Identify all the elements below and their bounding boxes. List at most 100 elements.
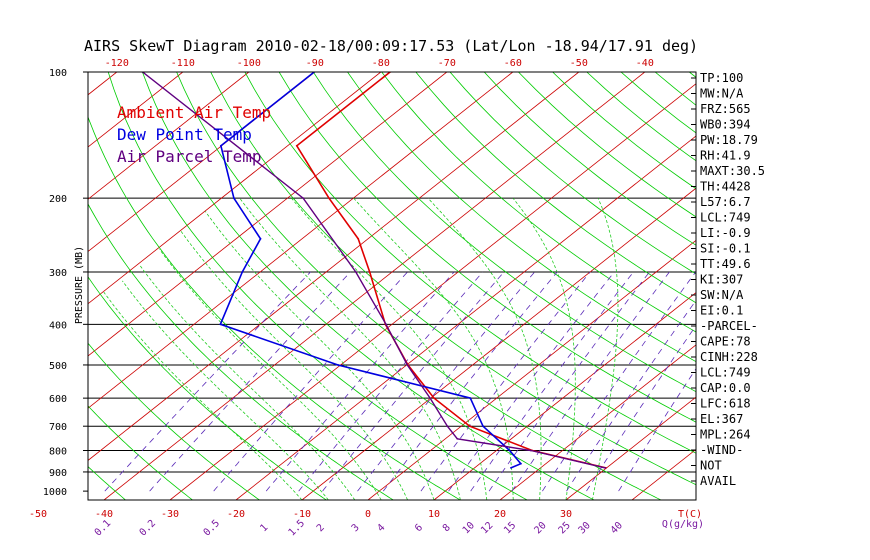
parcel-temp-point bbox=[456, 437, 459, 440]
dry-adiabat-line bbox=[210, 72, 696, 486]
index-value: MW:N/A bbox=[700, 87, 744, 101]
parcel-temp-point bbox=[529, 449, 532, 452]
isotherm-line bbox=[169, 83, 696, 500]
dewpoint-point bbox=[508, 449, 511, 452]
dewpoint-point bbox=[337, 364, 339, 366]
mixing-ratio-label: 15 bbox=[502, 520, 518, 536]
mixing-ratio-line bbox=[586, 324, 696, 492]
dewpoint-line bbox=[219, 72, 523, 469]
index-value: TP:100 bbox=[700, 71, 743, 85]
legend-entry: Air Parcel Temp bbox=[117, 147, 262, 166]
isotherm-line bbox=[764, 72, 870, 500]
index-value: SW:N/A bbox=[700, 288, 744, 302]
dry-adiabat-line bbox=[415, 72, 696, 304]
index-value: MAXT:30.5 bbox=[700, 164, 765, 178]
dry-adiabat-line bbox=[654, 72, 696, 106]
mixing-ratio-label: 0.2 bbox=[138, 518, 159, 539]
dry-adiabat-line bbox=[347, 72, 696, 363]
top-temp-tick-label: -80 bbox=[372, 58, 390, 69]
mixing-ratio-label: 0.1 bbox=[93, 518, 114, 539]
index-value: CAPE:78 bbox=[700, 335, 751, 349]
index-value: LI:-0.9 bbox=[700, 226, 751, 240]
isotherm-line bbox=[88, 72, 118, 96]
ambient-temp-point bbox=[368, 271, 371, 273]
dry-adiabat-line bbox=[176, 72, 662, 500]
dry-adiabat-line bbox=[860, 72, 870, 500]
index-value: MPL:264 bbox=[700, 428, 751, 442]
bottom-temp-tick-label: -30 bbox=[161, 509, 179, 520]
parcel-temp-point bbox=[429, 397, 431, 400]
isotherm-line bbox=[88, 72, 448, 357]
dry-adiabat-line bbox=[142, 72, 595, 500]
parcel-temp-point bbox=[354, 271, 357, 273]
dewpoint-point bbox=[259, 237, 262, 240]
mixing-ratio-line bbox=[382, 271, 558, 492]
ambient-temp-point bbox=[328, 197, 330, 200]
index-value: FRZ:565 bbox=[700, 102, 751, 116]
bottom-temp-tick-label: 0 bbox=[365, 509, 371, 520]
dry-adiabat-line bbox=[88, 203, 394, 500]
mixing-ratio-label: 6 bbox=[413, 522, 425, 534]
isotherm-line bbox=[565, 396, 696, 500]
mixing-ratio-line bbox=[566, 299, 696, 492]
mixing-ratio-label: 1.5 bbox=[287, 518, 308, 539]
mixing-ratio-label: 3 bbox=[350, 522, 362, 534]
ambient-temp-point bbox=[295, 144, 298, 147]
mixing-ratio-line bbox=[542, 271, 696, 492]
moist-adiabat-line bbox=[353, 197, 514, 500]
ambient-temp-point bbox=[357, 237, 360, 240]
top-temp-tick-label: -110 bbox=[171, 58, 195, 69]
index-value: L57:6.7 bbox=[700, 195, 751, 209]
moist-adiabat-line bbox=[139, 265, 356, 500]
index-value: LCL:749 bbox=[700, 211, 751, 225]
bottom-temp-tick-label: -50 bbox=[29, 509, 47, 520]
chart-title: AIRS SkewT Diagram 2010-02-18/00:09:17.5… bbox=[84, 37, 698, 55]
parcel-temp-point bbox=[302, 197, 305, 200]
dewpoint-point bbox=[510, 466, 512, 469]
isotherm-line bbox=[235, 135, 696, 500]
dewpoint-point bbox=[219, 144, 222, 147]
isotherm-line bbox=[88, 72, 382, 305]
index-value: SI:-0.1 bbox=[700, 242, 751, 256]
bottom-temp-tick-label: -10 bbox=[293, 509, 311, 520]
top-temp-tick-label: -60 bbox=[504, 58, 522, 69]
sounding-series bbox=[141, 72, 607, 469]
dry-adiabat-line bbox=[312, 72, 696, 393]
dewpoint-point bbox=[241, 271, 244, 273]
mixing-ratio-line bbox=[420, 271, 591, 492]
mixing-ratio-line bbox=[322, 271, 505, 492]
index-value: TH:4428 bbox=[700, 180, 751, 194]
pressure-tick-label: 600 bbox=[49, 394, 67, 405]
moist-adiabat-line bbox=[512, 197, 576, 500]
moist-adiabat-line bbox=[204, 211, 435, 500]
bottom-axis-unit-label: T(C) bbox=[678, 509, 702, 520]
mixing-ratio-label: 4 bbox=[375, 522, 387, 534]
dry-adiabat-line bbox=[381, 72, 696, 333]
moist-adiabat-line bbox=[291, 197, 488, 500]
parcel-temp-point bbox=[604, 466, 607, 469]
mixing-ratio-label: 30 bbox=[577, 520, 593, 536]
isotherm-line bbox=[88, 72, 514, 409]
moist-adiabat-line bbox=[159, 249, 382, 500]
mixing-ratio-label: 20 bbox=[532, 520, 548, 536]
bottom-temp-tick-label: 10 bbox=[428, 509, 440, 520]
index-value: KI:307 bbox=[700, 273, 743, 287]
dry-adiabat-line bbox=[449, 72, 696, 275]
mixing-ratio-line bbox=[488, 271, 650, 492]
mixing-ratio-line bbox=[265, 271, 455, 492]
moist-adiabat-line bbox=[180, 231, 408, 500]
plot-frame bbox=[87, 71, 697, 501]
isotherm-line bbox=[367, 239, 696, 500]
ambient-temp-line bbox=[295, 72, 607, 469]
bottom-temp-tick-label: -20 bbox=[227, 509, 245, 520]
dewpoint-point bbox=[219, 323, 222, 326]
index-value: TT:49.6 bbox=[700, 257, 751, 271]
moist-adiabat-line bbox=[592, 198, 619, 500]
dry-adiabat-line bbox=[483, 72, 696, 246]
mixing-ratio-label: 10 bbox=[461, 520, 477, 536]
pressure-tick-label: 1000 bbox=[43, 487, 67, 498]
mixing-ratio-line bbox=[213, 271, 408, 492]
dry-adiabat-line bbox=[792, 72, 870, 500]
mixing-ratio-label: 2 bbox=[315, 522, 327, 534]
